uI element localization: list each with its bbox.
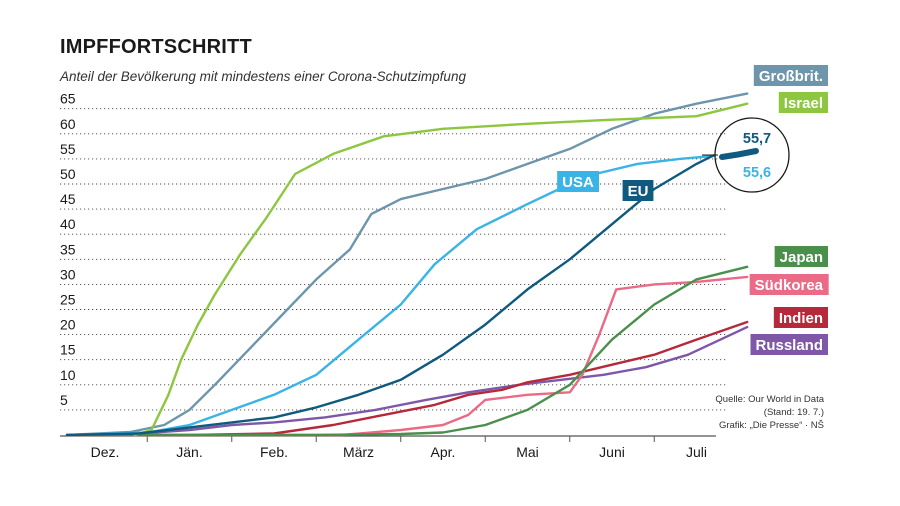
source-line-1: Quelle: Our World in Data <box>715 394 824 405</box>
x-tick-label: Juli <box>686 444 707 460</box>
callout-value-usa: 55,6 <box>743 165 771 181</box>
series-line-japan <box>65 265 749 437</box>
series-line-indien <box>65 320 749 437</box>
svg-text:Japan: Japan <box>780 249 823 266</box>
series-lines <box>65 92 749 437</box>
series-label-russland: Russland <box>750 334 828 355</box>
series-label-indien: Indien <box>773 307 828 328</box>
x-tick-label: Feb. <box>260 444 288 460</box>
y-tick-label: 50 <box>60 166 76 182</box>
callout-eu-zoom <box>719 148 759 160</box>
series-line-südkorea <box>65 275 749 437</box>
x-tick-label: Apr. <box>431 444 456 460</box>
svg-text:Israel: Israel <box>784 95 823 112</box>
y-axis-ticks: 5 10 15 20 25 30 35 40 45 50 55 60 65 <box>60 91 76 408</box>
series-label-großbrit: Großbrit. <box>753 65 828 86</box>
y-tick-label: 25 <box>60 292 76 308</box>
x-axis: Dez. Jän. Feb. März Apr. Mai Juni Juli <box>60 435 716 460</box>
y-tick-label: 65 <box>60 91 76 107</box>
y-tick-label: 60 <box>60 116 76 132</box>
y-tick-label: 20 <box>60 317 76 333</box>
y-tick-label: 35 <box>60 241 76 257</box>
y-tick-label: 45 <box>60 191 76 207</box>
y-tick-label: 30 <box>60 266 76 282</box>
svg-text:Südkorea: Südkorea <box>755 277 824 294</box>
x-tick-label: Juni <box>599 444 625 460</box>
series-line-eu <box>65 154 715 437</box>
svg-text:Indien: Indien <box>779 310 823 327</box>
series-label-eu: EU <box>622 180 654 201</box>
svg-text:EU: EU <box>628 183 649 200</box>
chart-subtitle: Anteil der Bevölkerung mit mindestens ei… <box>60 69 466 84</box>
y-tick-label: 5 <box>60 392 68 408</box>
callout-value-eu: 55,7 <box>743 131 771 147</box>
y-tick-label: 40 <box>60 216 76 232</box>
series-labels: Israel Großbrit. USA EU Japan Südkorea Indien R… <box>557 65 829 355</box>
series-label-japan: Japan <box>774 246 828 267</box>
y-tick-label: 10 <box>60 367 76 383</box>
svg-text:Russland: Russland <box>755 337 823 354</box>
endpoint-callout: 55,7 55,6 <box>702 117 790 193</box>
svg-text:Großbrit.: Großbrit. <box>759 68 823 85</box>
x-tick-label: Mai <box>516 444 539 460</box>
source-note: Quelle: Our World in Data (Stand: 19. 7.… <box>715 394 824 431</box>
source-line-3: Grafik: „Die Presse“ · NŠ <box>719 420 824 431</box>
x-tick-label: März <box>343 444 374 460</box>
series-line-usa <box>65 154 715 437</box>
series-label-israel: Israel <box>778 92 828 113</box>
series-line-großbrit <box>65 92 749 437</box>
series-line-israel <box>133 102 749 437</box>
svg-text:USA: USA <box>562 174 594 191</box>
x-tick-label: Dez. <box>91 444 120 460</box>
gridlines <box>60 108 728 411</box>
page-title: IMPFFORTSCHRITT <box>60 36 252 58</box>
series-label-südkorea: Südkorea <box>749 274 829 295</box>
series-line-russland <box>65 325 749 437</box>
y-tick-label: 15 <box>60 342 76 358</box>
x-tick-label: Jän. <box>176 444 202 460</box>
y-tick-label: 55 <box>60 141 76 157</box>
source-line-2: (Stand: 19. 7.) <box>764 407 824 418</box>
series-label-usa: USA <box>557 171 600 192</box>
